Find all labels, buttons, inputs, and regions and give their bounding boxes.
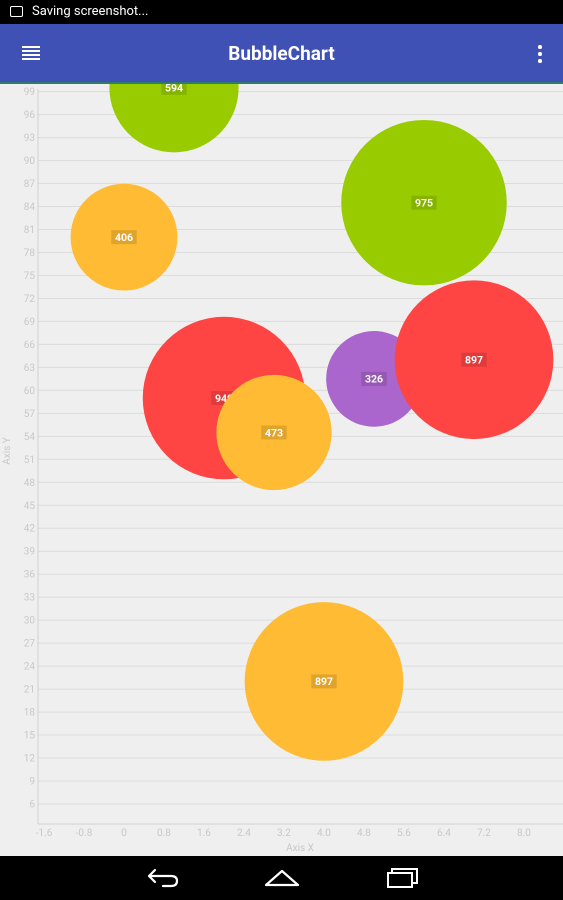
y-tick-label: 27: [24, 639, 36, 650]
y-tick-label: 72: [24, 294, 36, 305]
x-tick-label: -1.6: [36, 828, 53, 839]
bubble-label: 897: [465, 354, 483, 367]
y-tick-label: 60: [24, 386, 36, 397]
app-bar: BubbleChart: [0, 24, 563, 84]
x-tick-label: 6.4: [437, 828, 451, 839]
chart-canvas[interactable]: 6912151821242730333639424548515457606366…: [0, 0, 563, 856]
y-tick-label: 12: [24, 754, 36, 765]
y-tick-label: 90: [24, 156, 36, 167]
y-tick-label: 9: [29, 777, 35, 788]
back-icon[interactable]: [143, 864, 183, 892]
bubble-label-bg: [261, 425, 287, 440]
status-text: Saving screenshot...: [32, 4, 149, 19]
y-tick-label: 21: [24, 685, 35, 696]
bubble-label-bg: [111, 230, 137, 245]
x-tick-label: 0.8: [157, 828, 171, 839]
navigation-bar: [0, 856, 563, 900]
y-tick-label: 39: [24, 547, 35, 558]
x-tick-label: 1.6: [197, 828, 211, 839]
bubble-label: 473: [265, 426, 283, 439]
bubble[interactable]: [244, 602, 404, 761]
bubble-chart[interactable]: 6 9 12 15 18 21 24 27 30 33 36 39 42 45 48 51 54 57 60 63 66…: [0, 0, 563, 856]
y-tick-label: 63: [24, 363, 35, 374]
y-tick-label: 81: [24, 225, 35, 236]
y-tick-label: 99: [24, 87, 35, 98]
y-tick-label: 96: [24, 110, 36, 121]
bubble-label: 406: [115, 231, 133, 244]
x-tick-label: -0.8: [76, 828, 93, 839]
x-tick-label: 0: [121, 828, 127, 839]
x-axis-ticks: -1.6 -0.8 0 0.8 1.6 2.4 3.2 4.0 4.8 5.6 6.4 7.2 8.0: [36, 828, 532, 839]
y-tick-label: 18: [24, 708, 36, 719]
y-tick-label: 15: [24, 731, 36, 742]
y-tick-label: 6: [29, 800, 35, 811]
hamburger-menu-icon[interactable]: [22, 46, 40, 60]
bubble[interactable]: [70, 183, 178, 291]
bubble-label: 897: [315, 675, 333, 688]
bubble-label-bg: [161, 80, 187, 95]
y-tick-label: 57: [24, 409, 36, 420]
bubble[interactable]: [216, 374, 332, 491]
y-axis-label: Axis Y: [2, 437, 13, 465]
bubble-label-bg: [311, 674, 337, 689]
bubble-label: 975: [415, 196, 433, 209]
x-tick-label: 4.8: [357, 828, 371, 839]
bubble-label-bg: [361, 371, 387, 386]
recents-icon[interactable]: [383, 864, 423, 892]
x-axis-label: Axis X: [286, 843, 314, 854]
y-tick-label: 93: [24, 133, 35, 144]
screenshot-icon: [10, 6, 23, 17]
y-tick-label: 78: [24, 248, 36, 259]
y-tick-label: 51: [24, 455, 35, 466]
more-vert-icon[interactable]: [534, 43, 546, 65]
x-tick-label: 7.2: [477, 828, 491, 839]
y-tick-label: 24: [24, 662, 36, 673]
x-tick-label: 4.0: [317, 828, 331, 839]
y-tick-label: 30: [24, 616, 36, 627]
x-tick-label: 2.4: [237, 828, 251, 839]
y-tick-label: 33: [24, 593, 35, 604]
y-tick-label: 45: [24, 501, 36, 512]
y-tick-label: 54: [24, 432, 36, 443]
bubble-label-bg: [411, 195, 437, 210]
y-tick-label: 87: [24, 179, 36, 190]
status-bar: Saving screenshot...: [0, 0, 563, 24]
y-tick-label: 42: [24, 524, 36, 535]
bubble-label: 594: [165, 84, 183, 95]
x-tick-label: 8.0: [517, 828, 531, 839]
x-tick-label: 5.6: [397, 828, 411, 839]
y-tick-label: 69: [24, 317, 35, 328]
home-icon[interactable]: [262, 864, 302, 892]
app-title: BubbleChart: [228, 42, 335, 65]
y-tick-label: 36: [24, 570, 36, 581]
y-tick-label: 48: [24, 478, 36, 489]
y-axis-ticks: 6912151821242730333639424548515457606366…: [18, 0, 36, 811]
bubble[interactable]: [341, 119, 507, 286]
y-tick-label: 84: [24, 202, 36, 213]
bubble-label: 326: [365, 373, 383, 386]
x-tick-label: 3.2: [277, 828, 291, 839]
y-tick-label: 75: [24, 271, 36, 282]
y-tick-label: 66: [24, 340, 36, 351]
bubble[interactable]: [394, 280, 554, 440]
bubble-label-bg: [461, 352, 487, 367]
